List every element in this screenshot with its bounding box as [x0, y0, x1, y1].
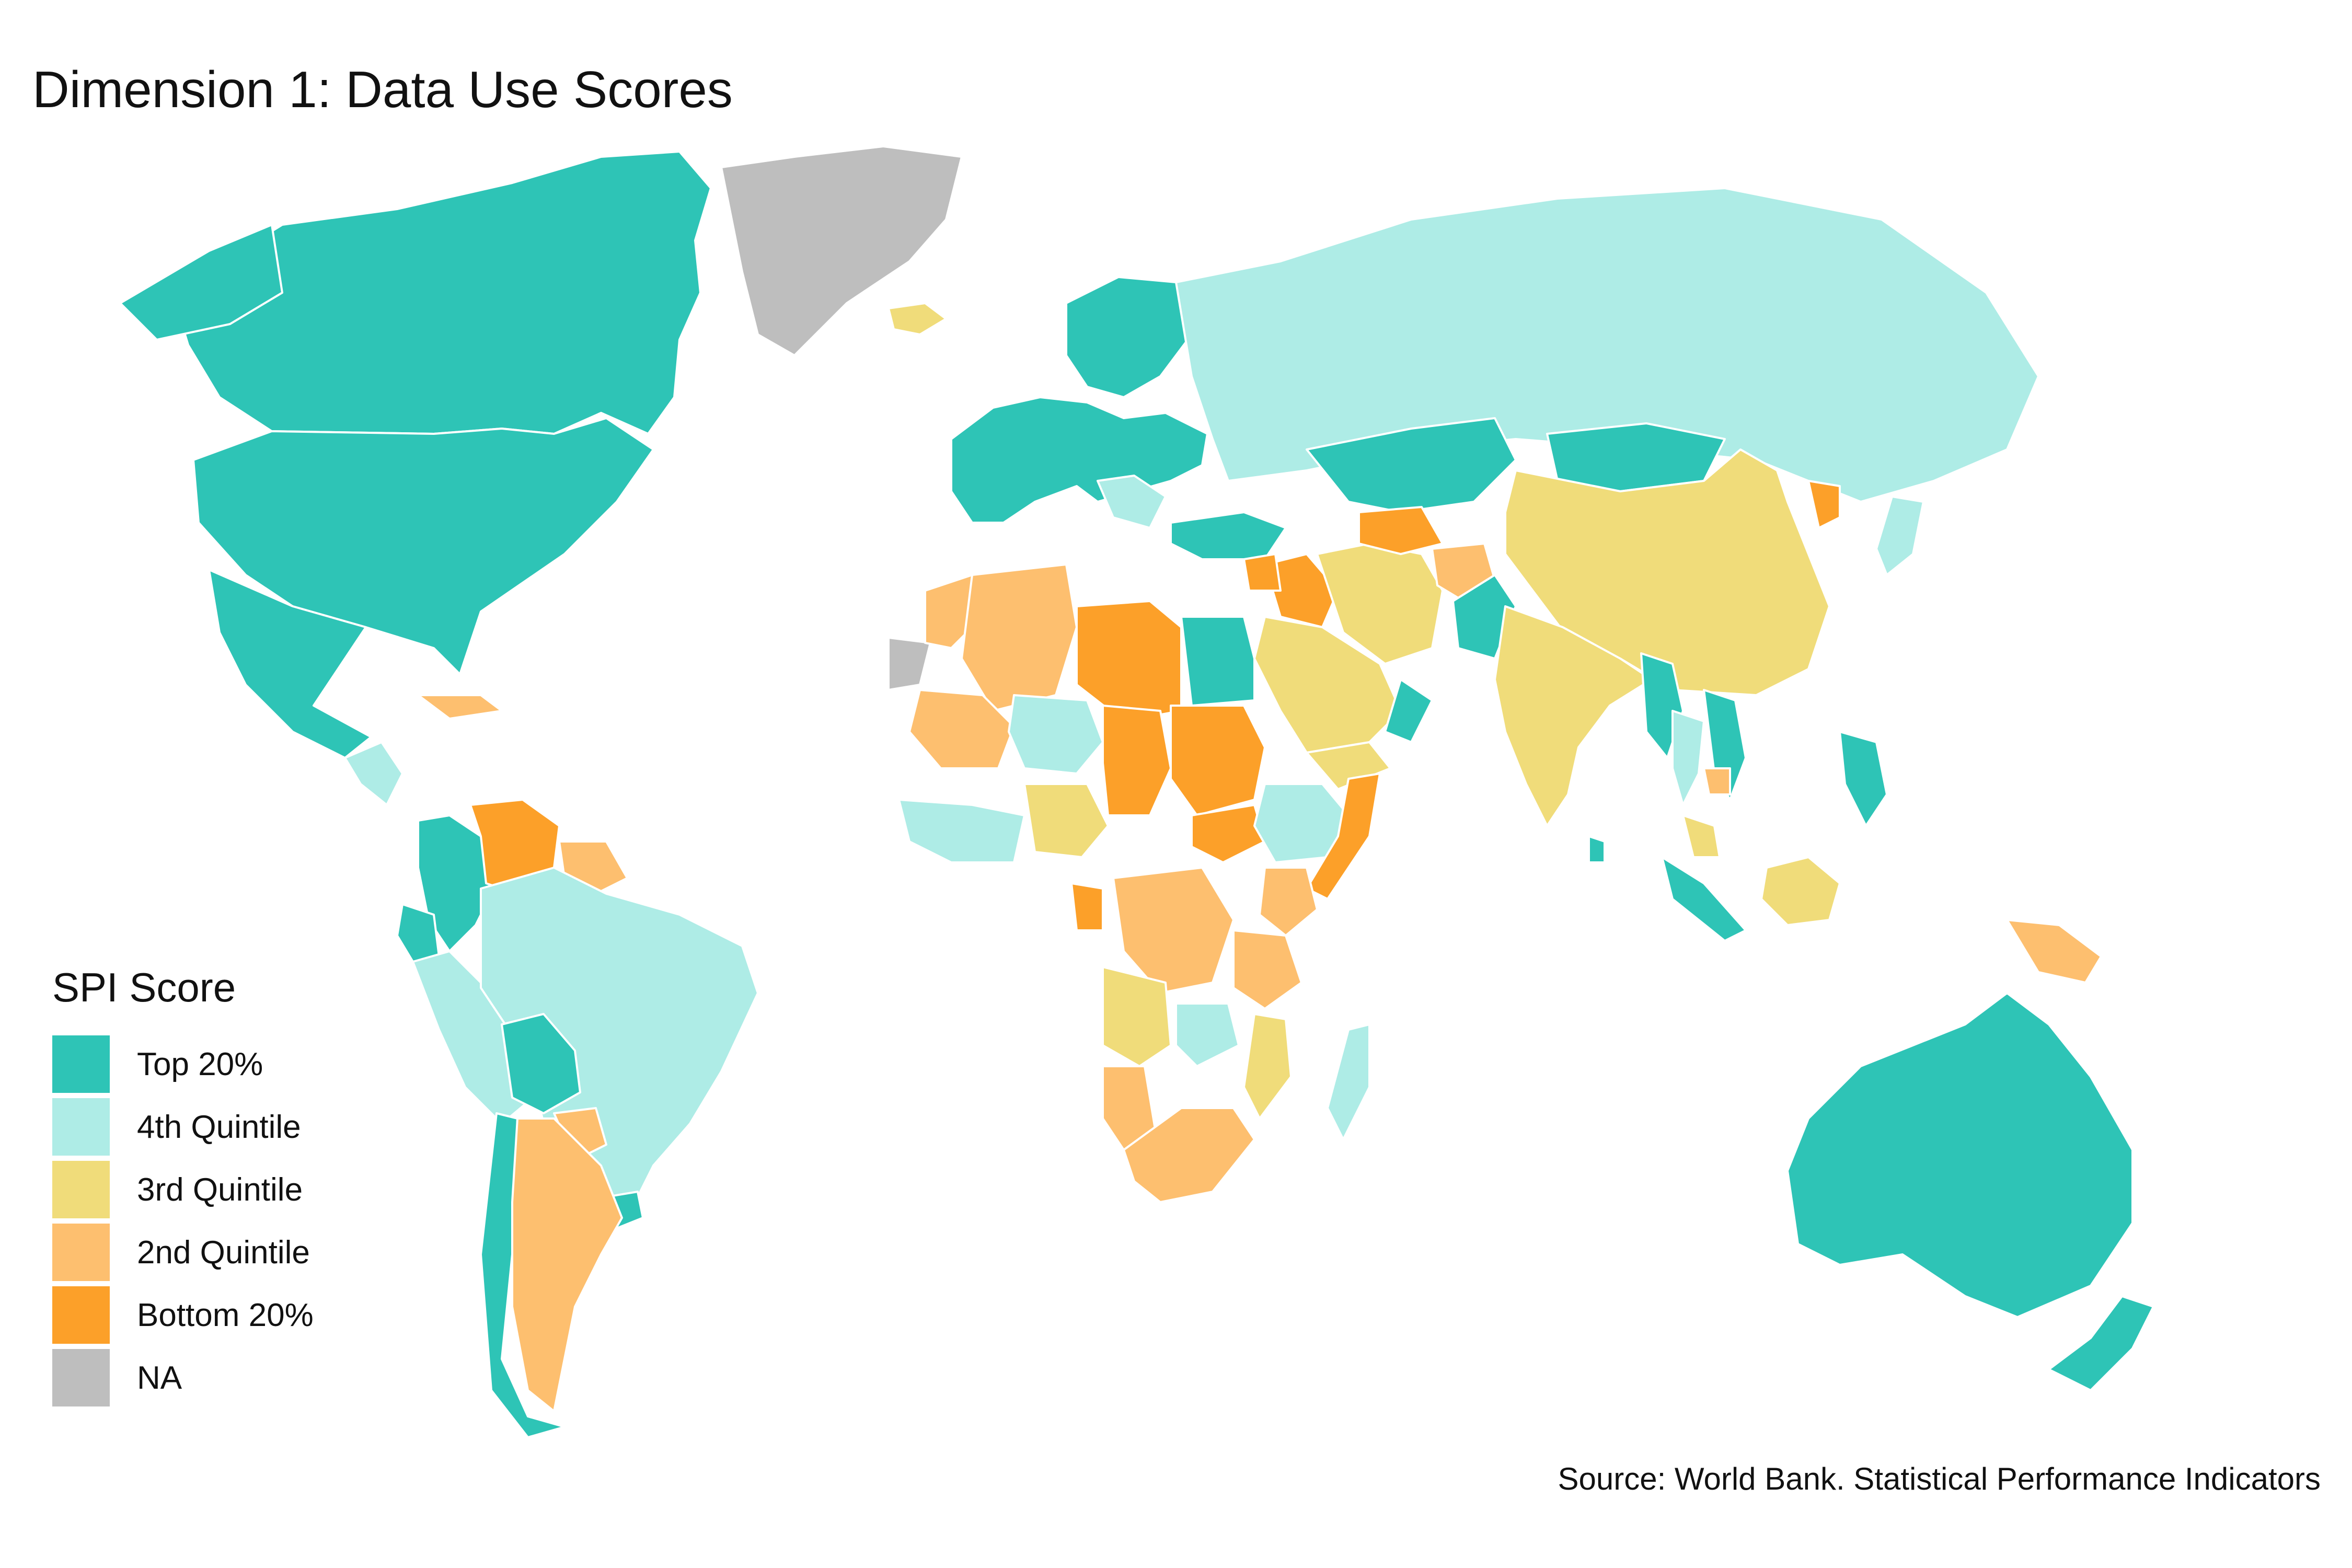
region-zambia — [1175, 1002, 1240, 1067]
region-somalia — [1306, 773, 1381, 900]
region-madagascar — [1327, 1023, 1370, 1140]
legend-item: 3rd Quintile — [52, 1158, 314, 1221]
legend-swatch — [52, 1349, 110, 1406]
region-west-africa-coast — [898, 799, 1025, 863]
legend-item: 2nd Quintile — [52, 1221, 314, 1284]
region-nigeria — [1023, 783, 1109, 858]
legend-swatch — [52, 1161, 110, 1218]
region-mali — [908, 689, 1015, 769]
region-angola — [1102, 966, 1172, 1067]
legend-swatch — [52, 1224, 110, 1281]
region-greenland — [720, 145, 963, 356]
region-sudan — [1170, 705, 1266, 816]
legend-swatch — [52, 1035, 110, 1093]
region-sri-lanka — [1588, 835, 1606, 863]
legend-label: 2nd Quintile — [137, 1234, 310, 1271]
map-title: Dimension 1: Data Use Scores — [32, 61, 733, 118]
region-north-korea — [1807, 480, 1841, 529]
region-sumatra — [1661, 856, 1747, 942]
region-china — [1504, 448, 1830, 696]
region-scandinavia — [1065, 276, 1193, 398]
legend-label: 4th Quintile — [137, 1109, 301, 1145]
region-cambodia — [1703, 767, 1731, 795]
region-south-sudan — [1191, 804, 1266, 863]
region-europe — [950, 396, 1208, 524]
region-colombia — [417, 814, 498, 952]
region-iceland — [887, 302, 947, 336]
legend-label: NA — [137, 1359, 182, 1396]
legend: SPI Score Top 20% 4th Quintile 3rd Quintil… — [52, 967, 314, 1409]
region-australia — [1786, 992, 2134, 1318]
source-note: Source: World Bank. Statistical Performa… — [1558, 1461, 2321, 1496]
region-bolivia — [501, 1013, 581, 1114]
region-kenya — [1259, 867, 1318, 937]
region-iraq — [1264, 553, 1339, 628]
region-kazakhstan — [1306, 417, 1517, 513]
region-western-sahara — [887, 637, 931, 691]
legend-item: Bottom 20% — [52, 1284, 314, 1346]
region-syria — [1243, 553, 1282, 592]
legend-swatch — [52, 1286, 110, 1344]
region-south-africa — [1123, 1107, 1255, 1203]
region-india — [1494, 605, 1653, 827]
region-balkans — [1097, 475, 1167, 529]
region-tanzania — [1232, 929, 1302, 1010]
region-japan — [1875, 495, 1924, 576]
region-new-zealand — [2048, 1295, 2154, 1391]
region-mexico — [208, 569, 372, 759]
region-argentina — [511, 1117, 623, 1412]
region-turkmenistan — [1358, 506, 1444, 555]
legend-label: 3rd Quintile — [137, 1171, 303, 1208]
region-mozambique — [1243, 1013, 1292, 1120]
region-libya — [1076, 600, 1182, 722]
legend-title: SPI Score — [52, 964, 236, 1010]
region-malaysia — [1682, 814, 1721, 858]
region-turkey — [1170, 511, 1287, 560]
region-oman — [1384, 678, 1433, 743]
region-thailand — [1671, 710, 1705, 806]
region-alaska — [119, 224, 283, 341]
legend-item: NA — [52, 1346, 314, 1409]
region-chad — [1102, 705, 1172, 816]
legend-swatch — [52, 1098, 110, 1156]
region-papua-new-guinea — [2006, 919, 2102, 984]
region-egypt — [1180, 616, 1255, 707]
region-algeria — [961, 563, 1078, 712]
legend-item: Top 20% — [52, 1033, 314, 1096]
legend-label: Bottom 20% — [137, 1297, 314, 1333]
region-cuba — [417, 694, 503, 720]
region-borneo — [1760, 856, 1841, 926]
legend-items: Top 20% 4th Quintile 3rd Quintile 2nd Quint… — [52, 1033, 314, 1409]
legend-label: Top 20% — [137, 1046, 263, 1082]
legend-item: 4th Quintile — [52, 1096, 314, 1158]
region-yemen — [1306, 741, 1391, 790]
region-gabon — [1070, 882, 1104, 931]
region-central-america — [344, 741, 403, 806]
region-russia — [1175, 187, 2039, 503]
region-philippines — [1839, 731, 1888, 827]
region-dr-congo — [1112, 867, 1235, 994]
region-niger — [1008, 694, 1104, 775]
